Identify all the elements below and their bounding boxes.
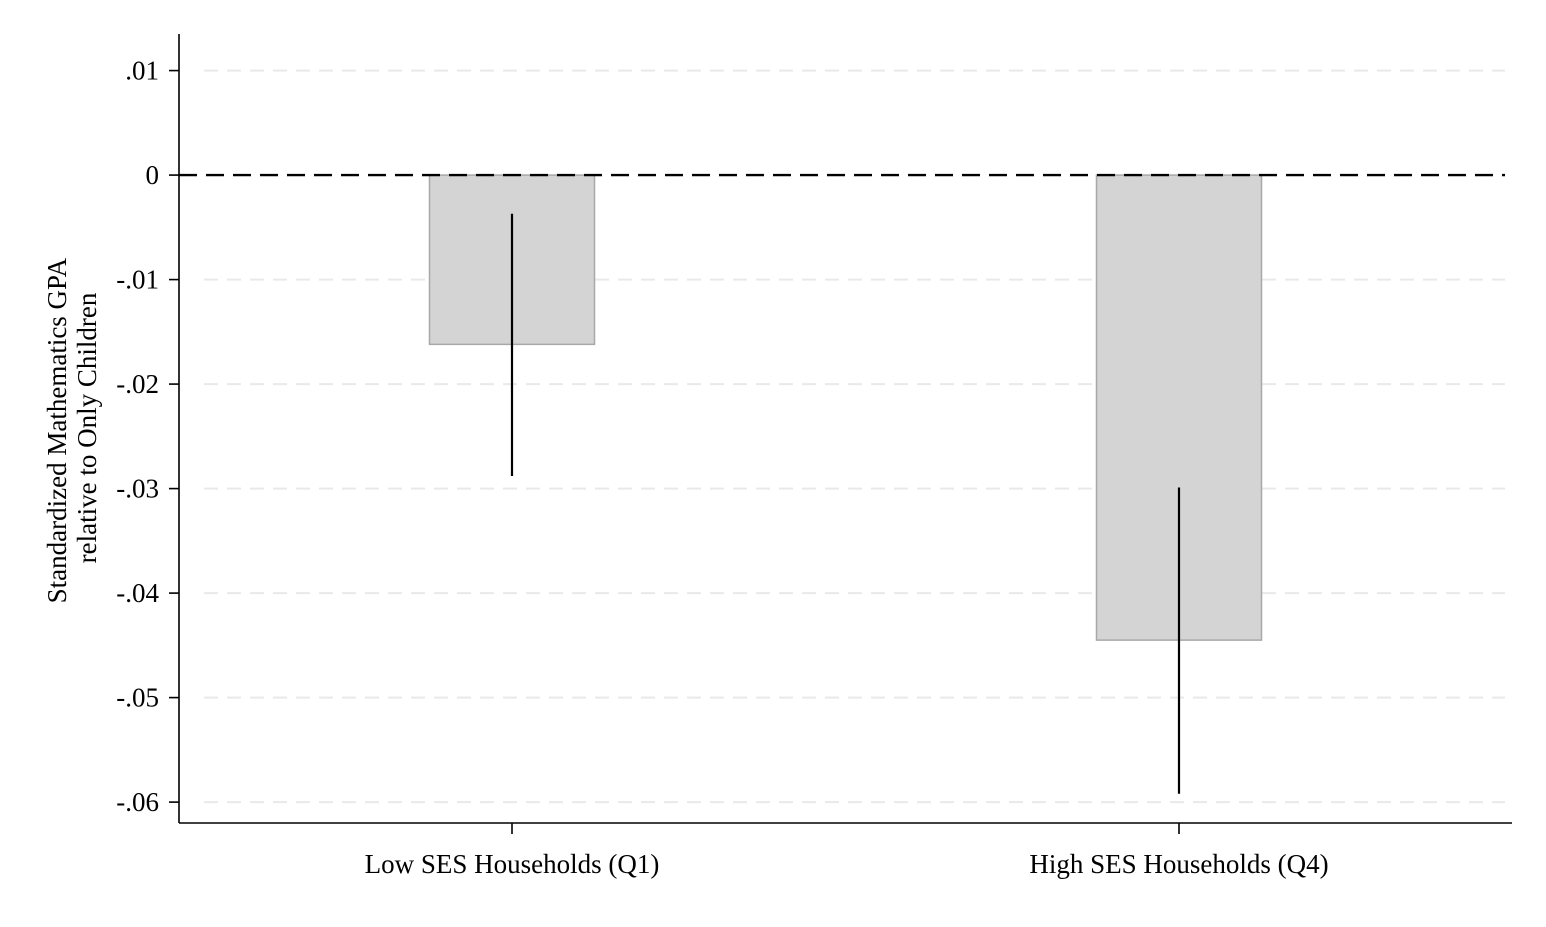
grid-lines bbox=[204, 69, 1505, 804]
y-tick-label: .01 bbox=[125, 56, 159, 86]
y-ticks: .01 0 -.01 -.02 -.03 -.04 -.05 -.06 bbox=[116, 56, 179, 817]
x-ticks: Low SES Households (Q1) High SES Househol… bbox=[365, 823, 1329, 879]
y-tick-label: -.06 bbox=[116, 787, 159, 817]
y-tick-label: -.05 bbox=[116, 683, 159, 713]
x-tick-label: Low SES Households (Q1) bbox=[365, 849, 660, 879]
x-tick-label: High SES Households (Q4) bbox=[1029, 849, 1328, 879]
y-tick-label: -.03 bbox=[116, 474, 159, 504]
y-tick-label: -.01 bbox=[116, 265, 159, 295]
y-axis-title: Standardized Mathematics GPA relative to… bbox=[42, 253, 102, 604]
y-axis-title-line-2: relative to Only Children bbox=[72, 292, 102, 563]
y-axis-title-line-1: Standardized Mathematics GPA bbox=[42, 257, 72, 603]
error-bars bbox=[510, 213, 1181, 794]
y-tick-label: -.02 bbox=[116, 369, 159, 399]
bars bbox=[428, 174, 1263, 641]
y-tick-label: 0 bbox=[146, 160, 160, 190]
y-tick-label: -.04 bbox=[116, 578, 159, 608]
axes bbox=[178, 34, 1512, 824]
